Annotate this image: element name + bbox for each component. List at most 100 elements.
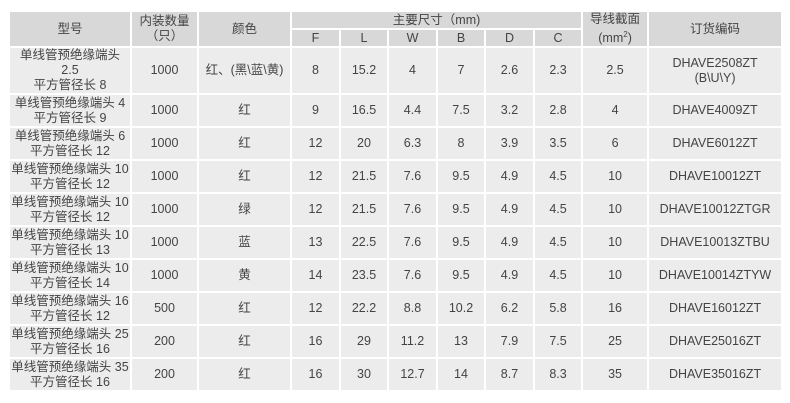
cell-B: 9.5 [436, 225, 486, 261]
cell-W: 7.6 [387, 192, 438, 228]
cell-W: 8.8 [387, 291, 438, 327]
cell-color: 蓝 [197, 225, 292, 261]
cell-code: DHAVE4009ZT [647, 93, 784, 129]
header-model: 型号 [8, 9, 132, 49]
cell-qty: 500 [130, 291, 199, 327]
cell-C: 8.3 [532, 357, 584, 393]
header-C: C [532, 28, 584, 49]
cell-W: 7.6 [387, 225, 438, 261]
cell-D: 8.7 [484, 357, 535, 393]
cell-section: 10 [581, 192, 650, 228]
header-L: L [339, 28, 389, 49]
cell-L: 20 [339, 126, 389, 162]
cell-D: 4.9 [484, 159, 535, 195]
cell-model: 单线管预绝缘端头 35 平方管径长 16 [8, 357, 132, 393]
cell-section: 2.5 [581, 46, 650, 96]
header-D: D [484, 28, 535, 49]
cell-section: 10 [581, 225, 650, 261]
cell-L: 22.2 [339, 291, 389, 327]
cell-model: 单线管预绝缘端头 10 平方管径长 12 [8, 159, 132, 195]
cell-model: 单线管预绝缘端头 10 平方管径长 12 [8, 192, 132, 228]
cell-code: DHAVE10012ZTGR [647, 192, 784, 228]
cell-section: 25 [581, 324, 650, 360]
cell-L: 29 [339, 324, 389, 360]
header-order-code: 订货编码 [647, 9, 784, 49]
table-row: 单线管预绝缘端头 10 平方管径长 13 1000 蓝 13 22.5 7.6 9.5 4.9 4… [8, 225, 784, 261]
cell-code: DHAVE35016ZT [647, 357, 784, 393]
cell-D: 2.6 [484, 46, 535, 96]
cell-D: 6.2 [484, 291, 535, 327]
cell-B: 7 [436, 46, 486, 96]
cell-model: 单线管预绝缘端头 4 平方管径长 9 [8, 93, 132, 129]
cell-C: 3.5 [532, 126, 584, 162]
cell-code: DHAVE16012ZT [647, 291, 784, 327]
cell-qty: 1000 [130, 46, 199, 96]
cell-model: 单线管预绝缘端头 16 平方管径长 12 [8, 291, 132, 327]
cell-qty: 200 [130, 357, 199, 393]
cell-code: DHAVE25016ZT [647, 324, 784, 360]
cell-model: 单线管预绝缘端头 10 平方管径长 13 [8, 225, 132, 261]
cell-B: 9.5 [436, 258, 486, 294]
cell-section: 10 [581, 258, 650, 294]
cell-color: 红 [197, 93, 292, 129]
cell-code: DHAVE10014ZTYW [647, 258, 784, 294]
cell-section: 6 [581, 126, 650, 162]
header-B: B [436, 28, 486, 49]
cell-C: 4.5 [532, 192, 584, 228]
cell-color: 红 [197, 324, 292, 360]
cell-B: 13 [436, 324, 486, 360]
cell-model: 单线管预绝缘端头 10 平方管径长 14 [8, 258, 132, 294]
cell-L: 15.2 [339, 46, 389, 96]
cell-C: 4.5 [532, 159, 584, 195]
cell-W: 4.4 [387, 93, 438, 129]
cell-B: 9.5 [436, 159, 486, 195]
cell-D: 4.9 [484, 258, 535, 294]
cell-D: 3.9 [484, 126, 535, 162]
cell-section: 35 [581, 357, 650, 393]
header-section: 导线截面 (mm2) [581, 9, 650, 49]
header-F: F [290, 28, 341, 49]
cell-F: 16 [290, 357, 341, 393]
cell-C: 5.8 [532, 291, 584, 327]
header-color: 颜色 [197, 9, 292, 49]
cell-F: 8 [290, 46, 341, 96]
cell-L: 21.5 [339, 192, 389, 228]
cell-W: 11.2 [387, 324, 438, 360]
cell-C: 4.5 [532, 225, 584, 261]
table-row: 单线管预绝缘端头 16 平方管径长 12 500 红 12 22.2 8.8 10.2 6.2 5… [8, 291, 784, 327]
cell-qty: 1000 [130, 225, 199, 261]
table-row: 单线管预绝缘端头 35 平方管径长 16 200 红 16 30 12.7 14 8.7 8.3 3… [8, 357, 784, 393]
cell-code: DHAVE6012ZT [647, 126, 784, 162]
cell-qty: 1000 [130, 159, 199, 195]
cell-F: 14 [290, 258, 341, 294]
cell-color: 红 [197, 357, 292, 393]
cell-qty: 1000 [130, 192, 199, 228]
cell-color: 红 [197, 291, 292, 327]
table-row: 单线管预绝缘端头 6 平方管径长 12 1000 红 12 20 6.3 8 3.9 3.5 6 DH… [8, 126, 784, 162]
cell-L: 22.5 [339, 225, 389, 261]
cell-model: 单线管预绝缘端头 25 平方管径长 16 [8, 324, 132, 360]
cell-F: 12 [290, 192, 341, 228]
cell-model: 单线管预绝缘端头 6 平方管径长 12 [8, 126, 132, 162]
cell-F: 12 [290, 291, 341, 327]
cell-code: DHAVE10012ZT [647, 159, 784, 195]
cell-qty: 1000 [130, 258, 199, 294]
cell-qty: 1000 [130, 126, 199, 162]
cell-color: 绿 [197, 192, 292, 228]
cell-D: 3.2 [484, 93, 535, 129]
table-row: 单线管预绝缘端头 25 平方管径长 16 200 红 16 29 11.2 13 7.9 7.5 2… [8, 324, 784, 360]
cell-C: 4.5 [532, 258, 584, 294]
cell-F: 9 [290, 93, 341, 129]
cell-D: 4.9 [484, 225, 535, 261]
table-row: 单线管预绝缘端头 10 平方管径长 12 1000 红 12 21.5 7.6 9.5 4.9 4… [8, 159, 784, 195]
cell-L: 21.5 [339, 159, 389, 195]
cell-section: 16 [581, 291, 650, 327]
cell-F: 12 [290, 159, 341, 195]
cell-color: 红 [197, 159, 292, 195]
cell-B: 14 [436, 357, 486, 393]
cell-W: 6.3 [387, 126, 438, 162]
cell-section: 10 [581, 159, 650, 195]
cell-section: 4 [581, 93, 650, 129]
header-quantity: 内装数量 （只） [130, 9, 199, 49]
cell-W: 7.6 [387, 258, 438, 294]
